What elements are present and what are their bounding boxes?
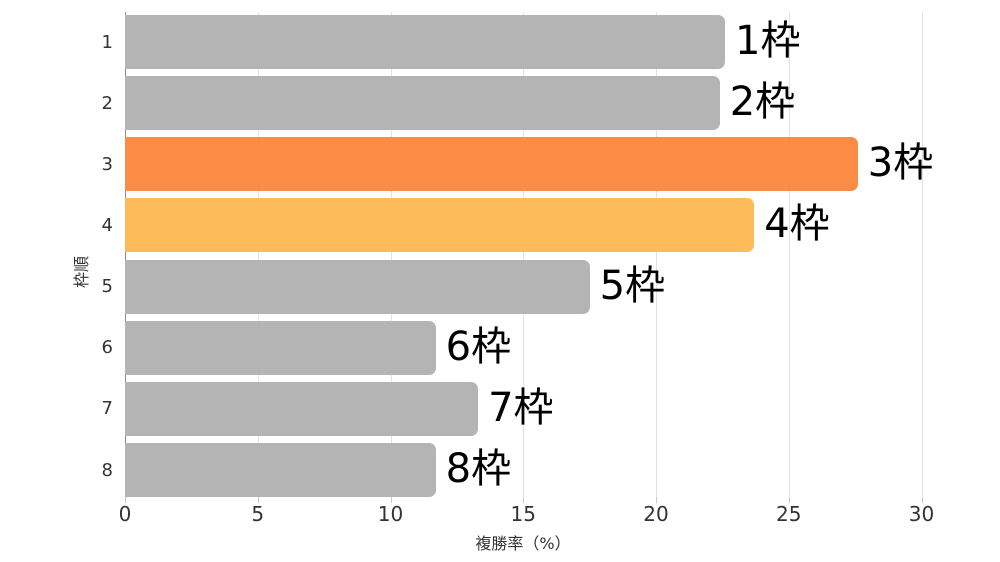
bar-7 [125,381,479,436]
y-tick-label-2: 2 [101,92,113,114]
x-tick-mark-30 [921,497,923,503]
y-tick-label-7: 7 [101,398,113,420]
gridline-5 [257,12,259,497]
x-tick-mark-0 [125,497,126,503]
bar-label-4: 4枠 [764,201,830,248]
x-tick-label-10: 10 [377,502,404,526]
x-tick-mark-25 [788,497,790,503]
gridline-25 [788,12,790,497]
y-tick-label-1: 1 [101,31,113,53]
x-tick-mark-5 [257,497,259,503]
bar-8 [125,443,436,498]
x-axis-title: 複勝率（%） [475,534,571,553]
y-axis-line [125,12,126,497]
y-tick-label-8: 8 [101,459,113,481]
bar-6 [125,320,436,375]
gridline-15 [523,12,525,497]
bar-label-6: 6枠 [445,323,512,370]
bar-label-5: 5枠 [599,262,666,309]
x-tick-label-20: 20 [643,502,669,526]
y-tick-label-4: 4 [101,214,113,236]
bar-label-7: 7枠 [488,385,554,432]
bar-label-2: 2枠 [729,79,796,126]
x-tick-label-15: 15 [510,502,536,526]
x-tick-label-5: 5 [251,502,265,526]
x-tick-mark-10 [390,497,392,503]
bar-label-3: 3枠 [867,140,934,187]
gridline-10 [390,12,392,497]
x-tick-label-30: 30 [908,502,935,526]
bar-2 [125,76,720,131]
bar-label-8: 8枠 [445,446,512,493]
bar-4 [125,198,755,253]
y-tick-label-3: 3 [101,153,113,175]
bar-3 [125,137,858,192]
bar-5 [125,259,590,314]
bar-1 [125,15,726,69]
bar-label-1: 1枠 [735,18,801,65]
x-tick-label-0: 0 [118,502,132,526]
x-tick-label-25: 25 [776,502,802,526]
y-tick-label-6: 6 [101,337,113,359]
gridline-20 [656,12,657,497]
x-tick-mark-20 [656,497,657,503]
x-tick-mark-15 [523,497,525,503]
y-tick-label-5: 5 [101,276,113,298]
gridline-30 [921,12,923,497]
